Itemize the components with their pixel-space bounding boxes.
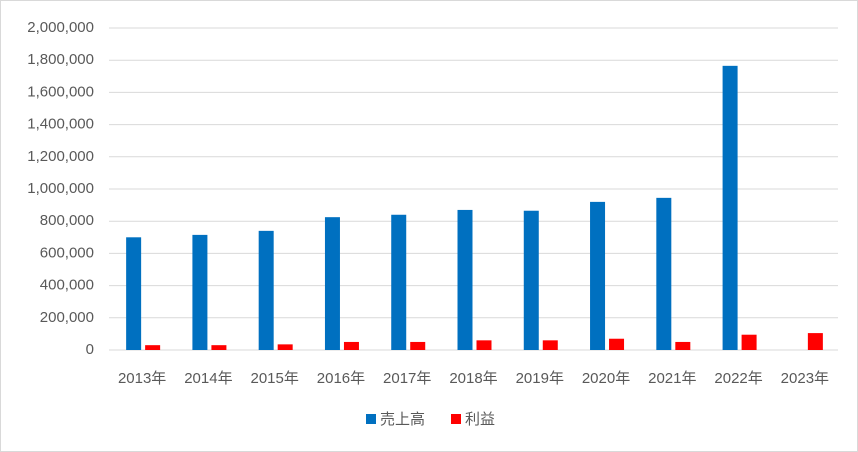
y-tick-label: 400,000 <box>40 277 94 294</box>
x-tick-label: 2019年 <box>516 370 564 387</box>
bar <box>277 344 293 350</box>
y-tick-label: 2,000,000 <box>27 19 94 36</box>
y-tick-label: 1,000,000 <box>27 180 94 197</box>
y-tick-label: 1,200,000 <box>27 148 94 165</box>
y-tick-label: 1,600,000 <box>27 83 94 100</box>
y-tick-label: 1,400,000 <box>27 116 94 133</box>
y-tick-label: 800,000 <box>40 212 94 229</box>
bar <box>410 341 426 350</box>
bar <box>211 345 227 350</box>
bar <box>722 65 738 351</box>
x-tick-label: 2016年 <box>317 370 365 387</box>
legend-label: 利益 <box>465 411 495 428</box>
bar <box>457 209 473 350</box>
bar <box>590 201 606 350</box>
y-tick-label: 600,000 <box>40 244 94 261</box>
bar <box>192 234 208 350</box>
bar <box>656 197 672 350</box>
y-tick-label: 0 <box>86 341 94 358</box>
bar <box>523 210 539 350</box>
x-tick-label: 2013年 <box>118 370 166 387</box>
bar <box>343 341 359 350</box>
legend-label: 売上高 <box>380 411 425 428</box>
x-tick-label: 2015年 <box>250 370 298 387</box>
bar <box>675 341 691 350</box>
bar <box>609 338 625 350</box>
bar <box>391 214 407 350</box>
bar <box>126 237 142 350</box>
legend-swatch <box>366 414 376 424</box>
x-tick-label: 2017年 <box>383 370 431 387</box>
x-tick-label: 2020年 <box>582 370 630 387</box>
x-tick-label: 2022年 <box>714 370 762 387</box>
y-tick-label: 1,800,000 <box>27 51 94 68</box>
x-tick-label: 2021年 <box>648 370 696 387</box>
x-tick-label: 2023年 <box>781 370 829 387</box>
bar <box>741 334 757 350</box>
bar <box>145 345 161 350</box>
bar <box>542 340 558 350</box>
legend-swatch <box>451 414 461 424</box>
bar <box>258 230 274 350</box>
x-tick-label: 2018年 <box>449 370 497 387</box>
bar <box>807 333 823 350</box>
x-tick-label: 2014年 <box>184 370 232 387</box>
y-tick-label: 200,000 <box>40 309 94 326</box>
bar <box>476 340 492 350</box>
bar <box>324 217 340 350</box>
